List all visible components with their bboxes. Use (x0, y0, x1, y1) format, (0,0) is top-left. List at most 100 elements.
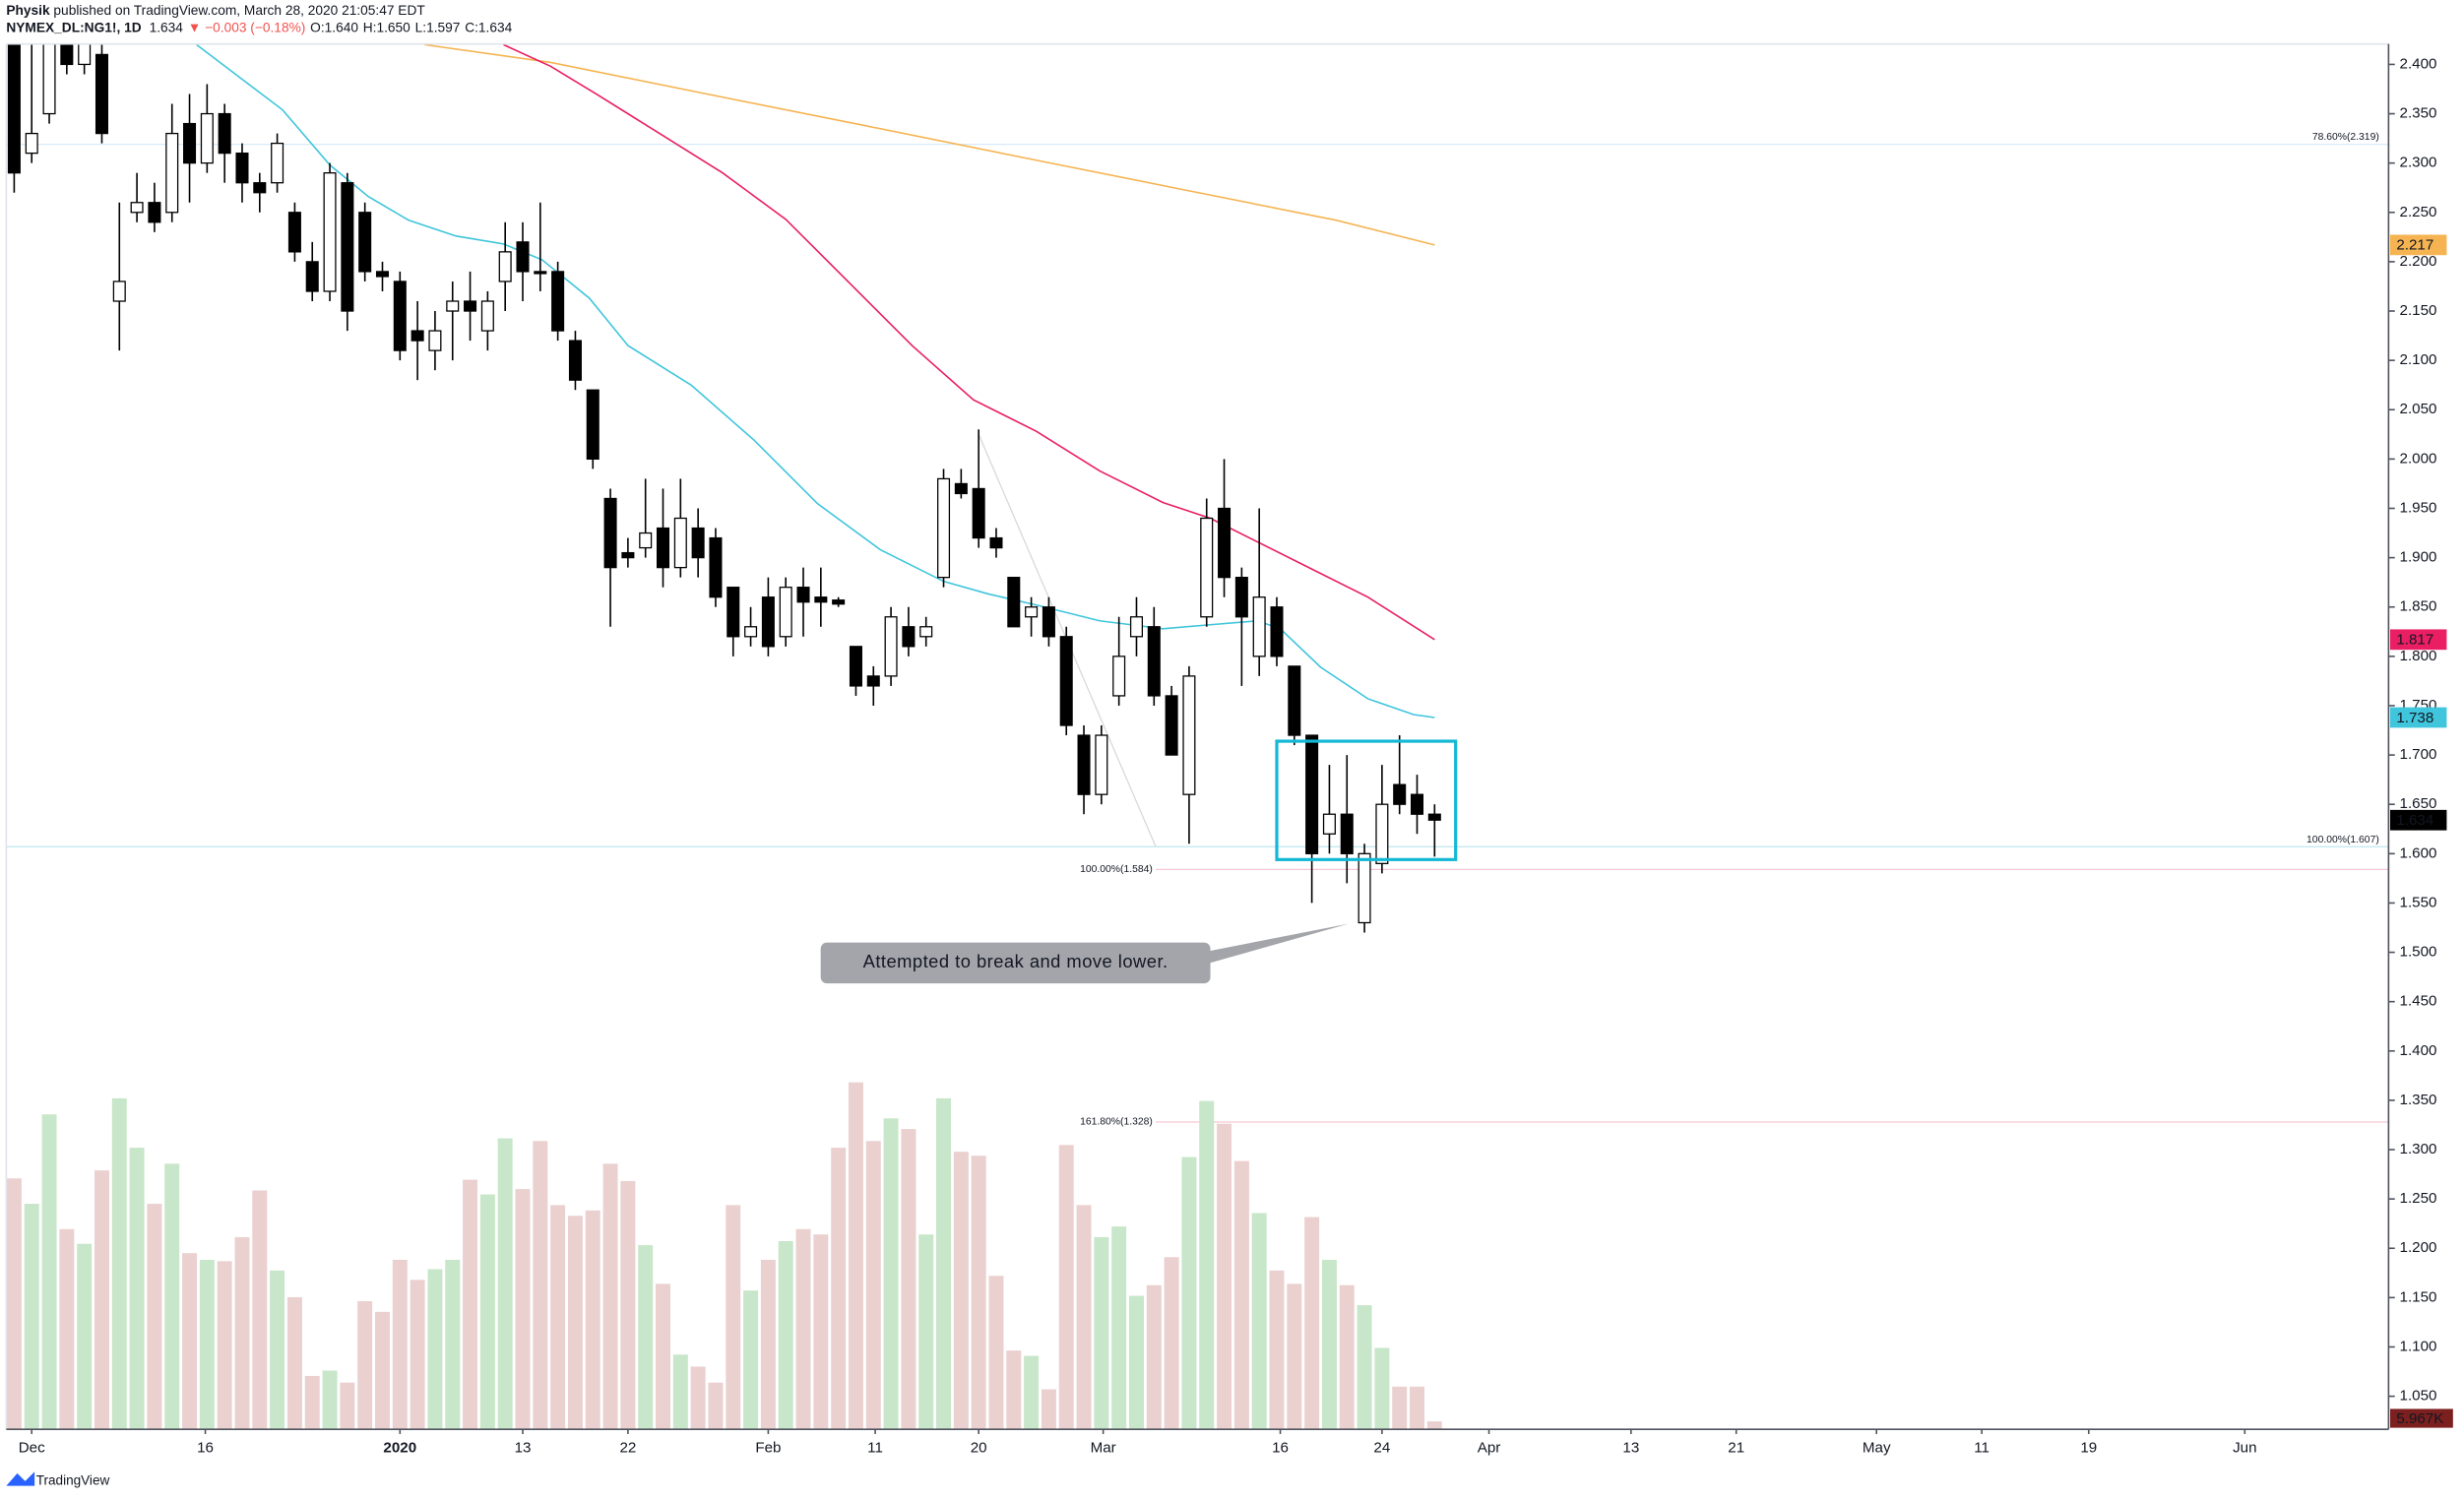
volume-bar (129, 1148, 145, 1430)
volume-bar (813, 1234, 829, 1430)
candle-body (1095, 734, 1108, 795)
volume-bar (59, 1228, 75, 1430)
candle-body (568, 340, 582, 381)
volume-bar (1128, 1295, 1144, 1430)
candle-body (235, 153, 249, 184)
candle-body (972, 487, 985, 539)
candle-body (603, 497, 617, 569)
y-tick-label: 1.200 (2400, 1239, 2437, 1256)
candle-body (7, 43, 21, 174)
candle-body (341, 182, 354, 312)
ohlc-open: O:1.640 (310, 20, 358, 34)
volume-bar (936, 1097, 952, 1430)
x-tick-label: 13 (1622, 1439, 1639, 1456)
volume-bar (953, 1152, 969, 1430)
candle-body (691, 527, 705, 559)
candle-body (1410, 793, 1424, 815)
volume-bar (111, 1097, 127, 1430)
candle-body (1147, 626, 1161, 697)
volume-bar (392, 1259, 408, 1430)
candle-body (411, 330, 424, 342)
volume-bar (1094, 1236, 1109, 1430)
volume-bar (988, 1276, 1004, 1430)
volume-bar (286, 1296, 302, 1430)
x-tick-label: 19 (2080, 1439, 2097, 1456)
volume-bar (1287, 1283, 1302, 1430)
candle-body (393, 281, 407, 351)
volume-bar (1076, 1205, 1092, 1430)
y-tick-label: 2.200 (2400, 253, 2437, 270)
volume-bar (1199, 1100, 1215, 1430)
header-line-1: Physik published on TradingView.com, Mar… (6, 3, 425, 18)
callout-text: Attempted to break and move lower. (863, 951, 1169, 971)
x-tick-label: May (1863, 1439, 1891, 1456)
x-tick-label: Apr (1478, 1439, 1501, 1456)
candle-body (516, 241, 530, 273)
candle-body (25, 132, 38, 155)
y-tick-label: 1.900 (2400, 549, 2437, 566)
volume-bar (690, 1366, 706, 1430)
candle-body (200, 112, 214, 164)
candle-body (779, 587, 792, 638)
candle-body (130, 202, 144, 214)
candle-body (375, 271, 390, 278)
x-tick-label: Jun (2233, 1439, 2256, 1456)
volume-bar (304, 1375, 320, 1430)
volume-bar (918, 1234, 934, 1430)
price-badge (2389, 707, 2447, 728)
price-badge-label: 1.738 (2396, 710, 2433, 726)
candle-body (832, 599, 846, 605)
volume-bar (1321, 1259, 1337, 1430)
volume-bar (901, 1129, 916, 1430)
moving-average-line (424, 43, 1435, 246)
x-tick-label: 2020 (383, 1439, 416, 1456)
candle-body (761, 596, 775, 648)
candle-body (884, 616, 898, 677)
y-tick-label: 2.250 (2400, 204, 2437, 220)
volume-bar (497, 1138, 513, 1430)
x-tick-label: Feb (755, 1439, 781, 1456)
volume-bar (533, 1141, 548, 1430)
y-tick-label: 1.550 (2400, 894, 2437, 910)
candle-body (1234, 577, 1248, 618)
price-badge-label: 2.217 (2396, 237, 2433, 254)
moving-average-line (503, 43, 1435, 641)
y-tick-label: 1.600 (2400, 844, 2437, 861)
change: ▼ −0.003 (−0.18%) (188, 20, 306, 34)
volume-bar (760, 1259, 776, 1430)
candle-body (253, 182, 267, 194)
last-price: 1.634 (150, 20, 184, 34)
volume-bar (1392, 1386, 1408, 1430)
volume-bar (550, 1205, 566, 1430)
volume-bar (1058, 1145, 1074, 1430)
y-tick-label: 1.950 (2400, 499, 2437, 516)
candle-body (95, 53, 108, 135)
tv-logo (6, 1471, 35, 1486)
candle-body (446, 300, 460, 312)
candle-body (1042, 606, 1055, 638)
volume-bar (672, 1354, 688, 1430)
header-line-2: NYMEX_DL:NG1!, 1D 1.634 ▼ −0.003 (−0.18%) O… (6, 20, 512, 34)
candle-body (165, 132, 179, 214)
volume-bar (515, 1189, 531, 1430)
volume-bar (778, 1240, 793, 1430)
volume-bar (1269, 1270, 1285, 1430)
volume-bar (1006, 1350, 1022, 1430)
volume-bar (831, 1148, 847, 1430)
volume-bar (1357, 1305, 1372, 1430)
y-tick-label: 1.100 (2400, 1338, 2437, 1354)
volume-bar (1181, 1156, 1197, 1430)
candle-body (551, 271, 565, 332)
volume-bar (217, 1261, 232, 1430)
volume-bar (865, 1141, 881, 1430)
volume-bar (234, 1236, 250, 1430)
candle-body (1182, 675, 1196, 795)
candle-body (673, 517, 687, 569)
candle-body (1427, 813, 1441, 821)
candle-body (954, 482, 968, 495)
candle-body (1007, 577, 1021, 628)
candle-body (464, 300, 477, 312)
volume-bar (971, 1156, 986, 1430)
plot-area (6, 43, 2389, 1430)
candle-body (1200, 517, 1214, 618)
